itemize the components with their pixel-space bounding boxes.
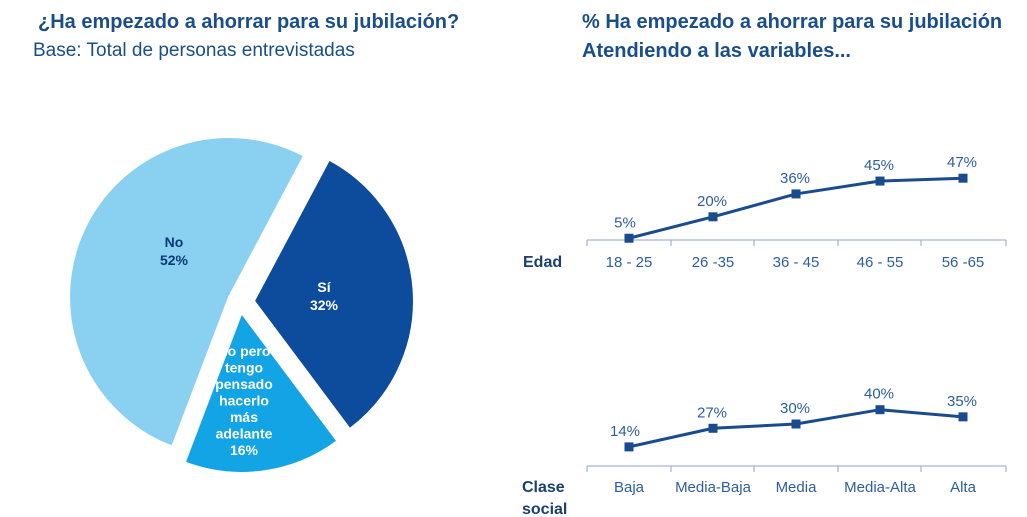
- pie-label-no-pero-line: tengo: [225, 360, 263, 376]
- x-tick-label: Alta: [950, 479, 977, 496]
- pie-slice-no_pero: [183, 310, 339, 474]
- pie-label-no-pero-line: hacerlo: [219, 393, 269, 409]
- pie-label-no-pero-line: pensado: [215, 376, 273, 392]
- data-label: 36%: [780, 170, 810, 187]
- data-label: 30%: [780, 400, 810, 417]
- data-label: 20%: [697, 193, 727, 210]
- data-label: 14%: [610, 423, 640, 440]
- series-line: [628, 176, 964, 240]
- data-point: [875, 405, 885, 415]
- pie-value-si: 32%: [310, 297, 339, 313]
- left-title: ¿Ha empezado a ahorrar para su jubilació…: [38, 11, 460, 33]
- data-label: 45%: [864, 157, 894, 174]
- x-tick-label: Media-Baja: [675, 479, 752, 496]
- data-label: 47%: [947, 154, 977, 171]
- row-label: Clase: [522, 479, 565, 496]
- x-tick-label: 26 -35: [692, 254, 735, 271]
- data-label: 40%: [864, 386, 894, 403]
- row-label: Edad: [523, 254, 562, 271]
- pie-label-si: Sí: [317, 279, 331, 295]
- pie-slice-no: [68, 136, 306, 448]
- pie-value-no: 52%: [160, 252, 189, 268]
- pie-label-no: No: [165, 234, 184, 250]
- data-point: [958, 173, 968, 183]
- data-point: [875, 176, 885, 186]
- data-point: [708, 212, 718, 222]
- x-tick-label: Baja: [614, 479, 645, 496]
- x-tick-label: 46 - 55: [857, 254, 904, 271]
- x-tick-label: Media: [776, 479, 818, 496]
- data-point: [791, 419, 801, 429]
- x-tick-label: 56 -65: [942, 254, 985, 271]
- x-tick-label: Media-Alta: [844, 479, 916, 496]
- pie-value-no-pero: 16%: [230, 442, 259, 458]
- data-point: [624, 442, 634, 452]
- data-point: [624, 233, 634, 243]
- right-subtitle: Atendiendo a las variables...: [582, 40, 851, 62]
- right-title: % Ha empezado a ahorrar para su jubilaci…: [582, 11, 1003, 33]
- data-label: 5%: [614, 214, 636, 231]
- x-tick-label: 36 - 45: [773, 254, 820, 271]
- data-point: [791, 189, 801, 199]
- data-point: [708, 423, 718, 433]
- pie-label-no-pero-line: más: [230, 409, 258, 425]
- left-subtitle: Base: Total de personas entrevistadas: [33, 40, 355, 61]
- pie-slice-si: [252, 158, 415, 431]
- row-label: social: [522, 501, 567, 517]
- data-label: 35%: [947, 393, 977, 410]
- pie-label-no-pero-line: adelante: [216, 426, 273, 442]
- data-point: [958, 412, 968, 422]
- pie-label-no-pero-line: No pero: [218, 343, 271, 359]
- x-tick-label: 18 - 25: [606, 254, 653, 271]
- data-label: 27%: [697, 404, 727, 421]
